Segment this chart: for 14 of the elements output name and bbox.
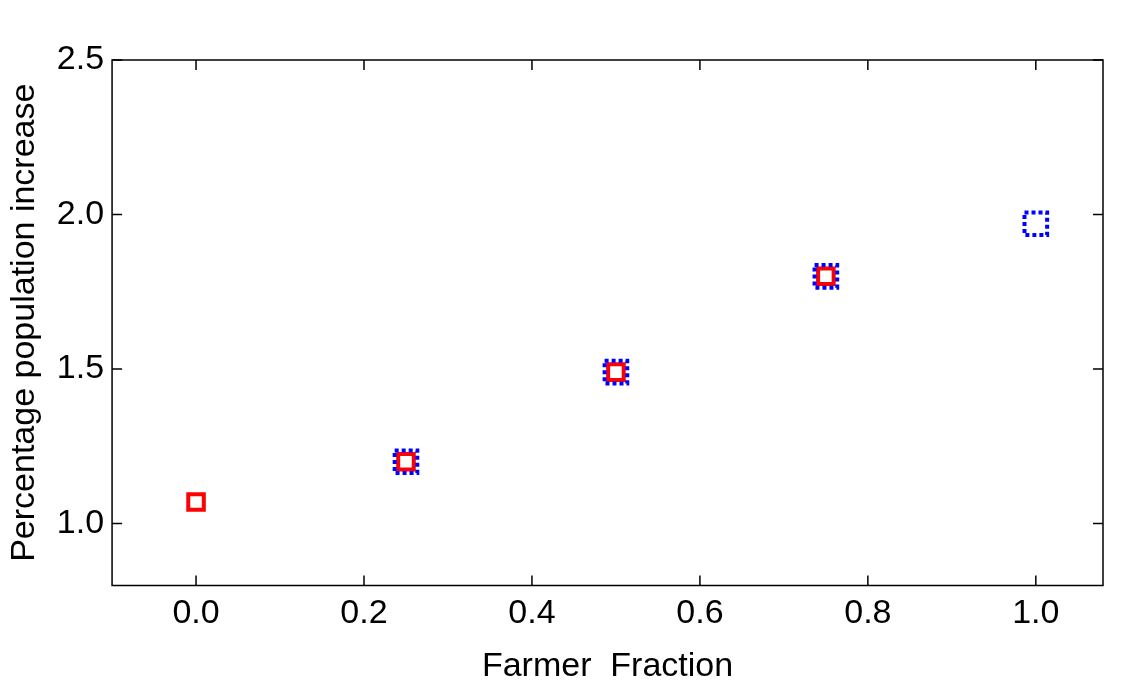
y-tick-label: 2.0: [56, 192, 105, 231]
y-tick-label: 1.5: [56, 347, 105, 386]
y-tick-label: 2.5: [56, 38, 105, 77]
point: [1022, 210, 1050, 238]
x-tick-label: 0.6: [676, 592, 724, 631]
x-tick-label: 1.0: [1012, 592, 1060, 631]
x-tick-label: 0.2: [340, 592, 388, 631]
x-tick-label: 0.4: [508, 592, 556, 631]
y-tick-label: 1.0: [56, 501, 105, 540]
x-tick-label: 0.0: [172, 592, 220, 631]
x-axis-title: Farmer Fraction: [481, 644, 734, 683]
y-axis-title: Percentage population increase: [2, 83, 41, 562]
x-tick-label: 0.8: [844, 592, 892, 631]
point: [186, 492, 206, 512]
